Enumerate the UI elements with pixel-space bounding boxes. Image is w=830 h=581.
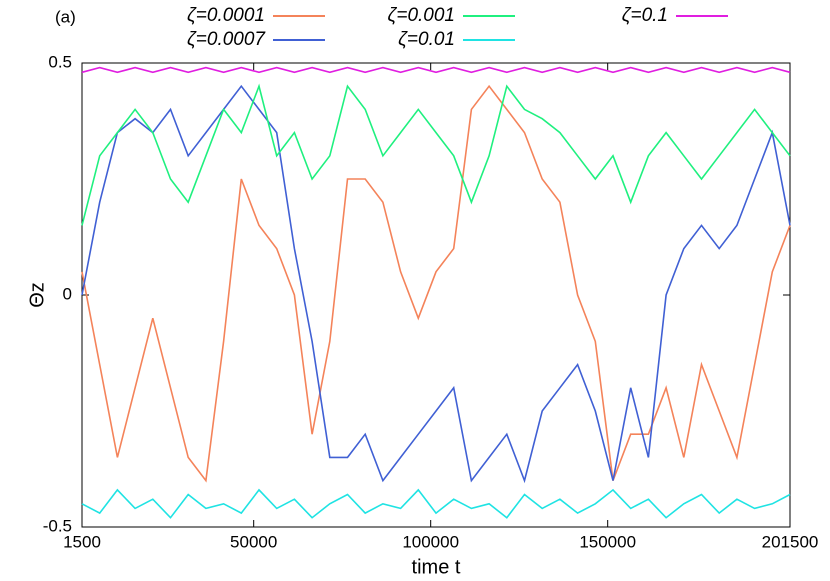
series-line — [81, 83, 791, 226]
series-line — [81, 66, 791, 74]
legend-label: ζ=0.01 — [398, 29, 455, 50]
chart-title: (a) — [55, 7, 76, 26]
series-line — [81, 84, 791, 484]
x-tick-label: 201500 — [762, 532, 819, 551]
x-tick-label: 150000 — [579, 532, 636, 551]
x-tick-label: 1500 — [63, 532, 101, 551]
series-line — [81, 84, 791, 483]
series-line — [81, 488, 791, 519]
legend-label: ζ=0.1 — [622, 5, 668, 26]
x-tick-label: 50000 — [230, 532, 277, 551]
y-tick-label: 0 — [63, 284, 72, 303]
y-tick-label: -0.5 — [43, 516, 72, 535]
legend-label: ζ=0.0007 — [187, 29, 266, 50]
legend-label: ζ=0.0001 — [187, 5, 265, 26]
legend-label: ζ=0.001 — [388, 5, 455, 26]
x-axis-label: time t — [412, 556, 461, 578]
x-tick-label: 100000 — [402, 532, 459, 551]
y-axis-label: Θz — [26, 282, 48, 308]
y-tick-label: 0.5 — [48, 52, 72, 71]
